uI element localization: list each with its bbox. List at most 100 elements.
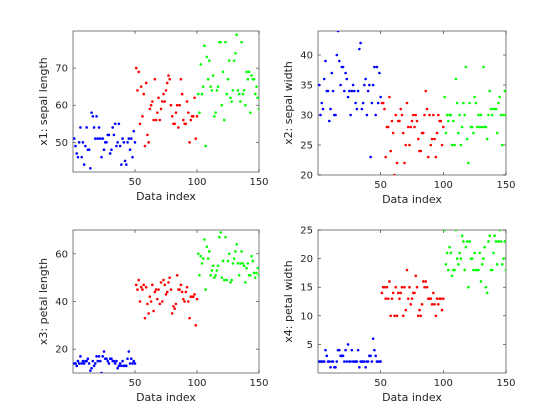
data-point — [244, 103, 247, 107]
y-axis-label: x1: sepal length — [37, 57, 50, 146]
data-point — [504, 113, 506, 117]
data-point — [369, 155, 372, 159]
data-point — [240, 250, 243, 253]
data-point — [468, 240, 471, 243]
data-point — [102, 350, 106, 353]
data-point — [180, 92, 184, 96]
x-tick-label: 150 — [249, 378, 268, 389]
data-point — [373, 348, 376, 352]
y-tick-label: 20 — [300, 171, 313, 182]
data-point — [198, 273, 201, 277]
data-point — [405, 268, 409, 272]
data-point — [184, 122, 188, 126]
data-points — [73, 231, 259, 373]
data-point — [331, 89, 335, 93]
data-point — [429, 297, 433, 300]
data-point — [191, 115, 195, 118]
data-point — [141, 115, 144, 118]
data-point — [366, 360, 370, 363]
data-point — [435, 131, 439, 135]
data-point — [183, 300, 186, 303]
data-point — [177, 126, 180, 129]
data-point — [179, 283, 183, 287]
data-point — [200, 92, 204, 96]
data-point — [375, 65, 379, 69]
data-point — [191, 295, 195, 299]
data-point — [127, 137, 131, 140]
data-point — [448, 245, 451, 249]
data-point — [423, 285, 426, 289]
y-tick-label: 25 — [300, 141, 313, 152]
data-point — [477, 113, 480, 117]
data-point — [173, 122, 176, 126]
data-point — [200, 262, 204, 265]
data-point — [85, 126, 88, 129]
data-point — [401, 314, 405, 318]
data-point — [344, 71, 347, 75]
data-point — [134, 66, 138, 70]
data-point — [157, 288, 160, 291]
data-point — [94, 362, 97, 365]
x-axis-label: Data index — [382, 193, 442, 206]
data-point — [237, 273, 241, 277]
data-point — [142, 92, 145, 96]
data-point — [320, 101, 324, 105]
subplot-3: 50 100 150 20 40 60 Data index x3: petal length — [37, 229, 269, 404]
data-point — [159, 107, 163, 111]
data-point — [464, 65, 468, 69]
data-point — [338, 59, 341, 63]
data-point — [179, 77, 183, 81]
data-point — [502, 257, 505, 260]
data-point — [73, 137, 76, 140]
data-point — [205, 245, 209, 248]
data-point — [445, 251, 449, 255]
data-point — [400, 113, 404, 117]
data-point — [195, 115, 199, 118]
data-point — [117, 364, 121, 368]
data-point — [165, 290, 169, 294]
data-point — [232, 59, 236, 62]
data-point — [122, 141, 126, 144]
data-point — [194, 137, 198, 140]
data-point — [494, 107, 498, 111]
data-point — [235, 33, 238, 37]
data-point — [169, 103, 173, 107]
data-point — [384, 297, 387, 300]
data-point — [482, 65, 485, 69]
data-point — [230, 278, 234, 282]
data-point — [105, 141, 108, 144]
data-point — [418, 308, 421, 312]
data-point — [413, 291, 416, 295]
data-point — [455, 257, 459, 260]
data-point — [334, 365, 337, 369]
data-point — [253, 276, 257, 279]
data-point — [410, 297, 414, 300]
data-point — [445, 113, 449, 117]
data-point — [203, 44, 206, 48]
data-point — [419, 149, 423, 153]
data-point — [442, 297, 445, 300]
data-point — [180, 290, 184, 294]
data-point — [121, 137, 124, 140]
data-point — [138, 122, 142, 126]
data-point — [144, 81, 148, 85]
data-point — [414, 113, 418, 117]
subplot-4: 50 100 150 5 10 15 20 25 Data index x4: petal wid… — [282, 226, 516, 405]
data-point — [468, 101, 471, 105]
data-point — [447, 119, 450, 123]
data-point — [229, 281, 232, 284]
data-point — [472, 268, 475, 272]
y-tick-label: 20 — [300, 254, 313, 265]
y-tick-label: 60 — [55, 249, 68, 260]
data-point — [385, 285, 389, 289]
data-point — [370, 360, 374, 363]
data-point — [246, 262, 250, 265]
data-point — [123, 159, 127, 163]
data-point — [485, 291, 489, 295]
y-axis-label: x4: petal width — [282, 260, 295, 342]
data-point — [394, 113, 398, 117]
data-point — [467, 161, 470, 165]
subplot-2: 50 100 150 20 25 30 35 40 Data index x2: sepal wi… — [282, 30, 516, 206]
data-point — [131, 362, 134, 365]
data-point — [493, 234, 497, 238]
